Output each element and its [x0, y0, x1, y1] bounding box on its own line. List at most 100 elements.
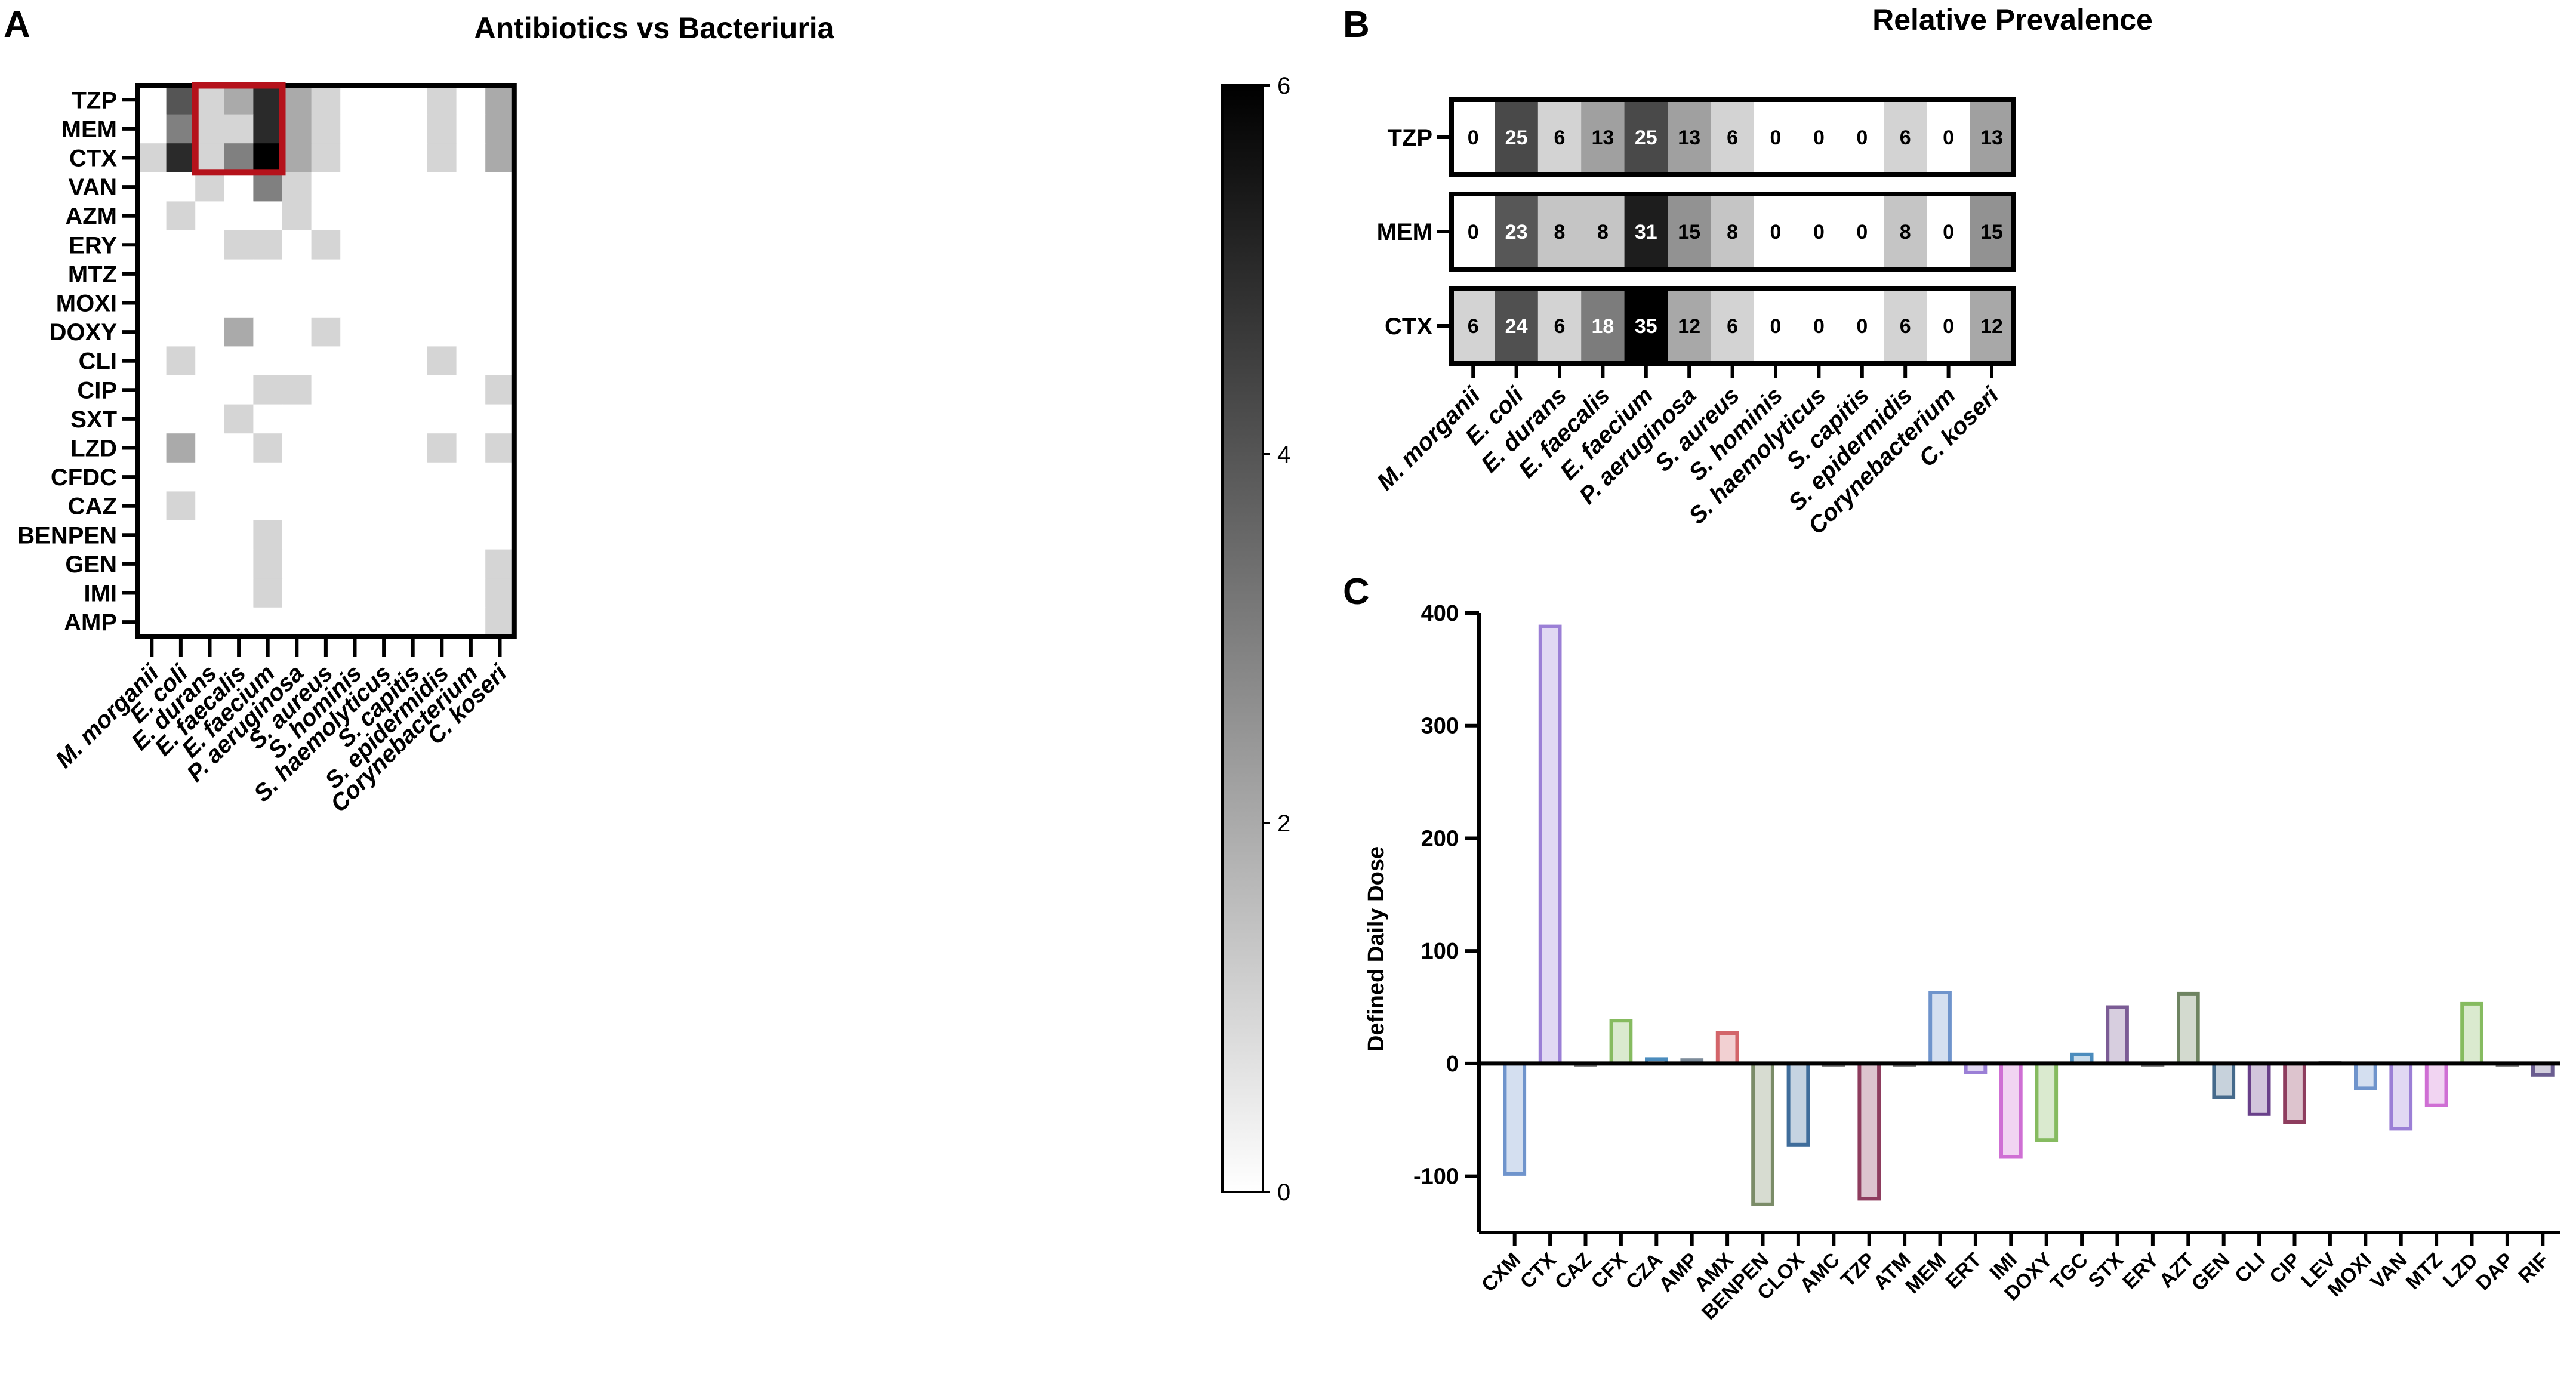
heatmap-cell-lzd-e-durans	[195, 433, 225, 463]
b-cell-ctx-s-epidermidis	[1884, 288, 1927, 363]
c-xtick-label-cxm: CXM	[1477, 1249, 1525, 1296]
heatmap-cell-cfdc-e-coli	[166, 462, 196, 492]
b-cell-ctx-p-aeruginosa	[1668, 288, 1711, 363]
bar-cfx	[1609, 1019, 1633, 1065]
heatmap-cell-cli-s-hominis	[340, 346, 370, 376]
c-xtick-label-caz: CAZ	[1551, 1249, 1596, 1294]
heatmap-cell-imi-corynebacterium	[456, 578, 486, 608]
bar-benpen	[1751, 1061, 1774, 1206]
heatmap-cell-lzd-s-epidermidis	[427, 433, 457, 463]
heatmap-cell-van-s-hominis	[340, 172, 370, 202]
b-cell-tzp-c-koseri	[1970, 100, 2014, 175]
heatmap-cell-mem-e-coli	[166, 114, 196, 144]
b-cell-value: 15	[1678, 221, 1700, 244]
heatmap-cell-amp-s-aureus	[311, 607, 341, 637]
b-cell-mem-e-durans	[1537, 194, 1582, 269]
heatmap-cell-sxt-e-faecalis	[224, 404, 254, 434]
heatmap-cell-sxt-s-hominis	[340, 404, 370, 434]
panel-c-bars	[1479, 624, 2560, 1206]
b-cell-value: 12	[1678, 315, 1700, 338]
heatmap-cell-tzp-p-aeruginosa	[282, 85, 312, 115]
heatmap-cell-caz-p-aeruginosa	[282, 491, 312, 521]
heatmap-cell-caz-s-capitis	[398, 491, 428, 521]
heatmap-cell-lzd-e-faecium	[253, 433, 283, 463]
heatmap-cell-caz-s-haemolyticus	[369, 491, 399, 521]
colorbar-tick-label: 6	[1277, 73, 1290, 99]
heatmap-cell-caz-e-faecalis	[224, 491, 254, 521]
heatmap-cell-doxy-e-durans	[195, 317, 225, 347]
a-ytick-label-van: VAN	[69, 174, 117, 201]
heatmap-cell-tzp-s-epidermidis	[427, 85, 457, 115]
heatmap-cell-amp-s-haemolyticus	[369, 607, 399, 637]
c-xtick-label-dap: DAP	[2472, 1249, 2518, 1295]
heatmap-cell-cli-s-capitis	[398, 346, 428, 376]
heatmap-cell-cip-p-aeruginosa	[282, 375, 312, 405]
b-cell-ctx-e-faecium	[1624, 288, 1668, 363]
highlight-box	[192, 82, 286, 176]
heatmap-cell-sxt-s-epidermidis	[427, 404, 457, 434]
heatmap-cell-imi-c-koseri	[485, 578, 515, 608]
b-cell-value: 18	[1591, 315, 1614, 338]
heatmap-cell-tzp-s-aureus	[311, 85, 341, 115]
heatmap-cell-caz-m-morganii	[137, 491, 167, 521]
heatmap-cell-azm-s-aureus	[311, 201, 341, 231]
c-xtick-label-cza: CZA	[1622, 1249, 1667, 1294]
heatmap-cell-cfdc-e-faecalis	[224, 462, 254, 492]
heatmap-cell-moxi-s-epidermidis	[427, 288, 457, 318]
heatmap-cell-sxt-e-durans	[195, 404, 225, 434]
heatmap-cell-mtz-e-faecalis	[224, 259, 254, 289]
heatmap-cell-ctx-corynebacterium	[456, 143, 486, 173]
heatmap-cell-mem-s-epidermidis	[427, 114, 457, 144]
heatmap-cell-mtz-c-koseri	[485, 259, 515, 289]
panel-a-cells	[137, 85, 515, 637]
b-cell-value: 0	[1813, 127, 1825, 149]
heatmap-cell-lzd-corynebacterium	[456, 433, 486, 463]
b-cell-value: 23	[1505, 221, 1528, 244]
heatmap-cell-tzp-s-hominis	[340, 85, 370, 115]
b-cell-value: 12	[1980, 315, 2003, 338]
heatmap-cell-ery-corynebacterium	[456, 230, 486, 260]
heatmap-cell-amp-e-durans	[195, 607, 225, 637]
b-cell-value: 0	[1856, 315, 1868, 338]
bar-azt	[2177, 991, 2200, 1065]
colorbar: 0 2 4 6	[1221, 73, 1290, 1206]
heatmap-cell-lzd-p-aeruginosa	[282, 433, 312, 463]
b-ytick-label-ctx: CTX	[1385, 313, 1432, 340]
heatmap-cell-lzd-s-capitis	[398, 433, 428, 463]
heatmap-cell-imi-e-faecium	[253, 578, 283, 608]
heatmap-cell-sxt-s-capitis	[398, 404, 428, 434]
b-cell-tzp-s-hominis	[1754, 100, 1798, 175]
panel-c-axes: -100 0 100 200 300 400	[1413, 601, 2560, 1234]
bar-moxi	[2354, 1061, 2377, 1090]
heatmap-cell-mtz-m-morganii	[137, 259, 167, 289]
bar-cip	[2283, 1061, 2306, 1124]
b-row-ctx: 6 24 6 18 35 12 6 0 0 0 6 0 12 CTX	[1385, 286, 2016, 366]
a-ytick-label-cfdc: CFDC	[51, 464, 117, 491]
heatmap-cell-ery-p-aeruginosa	[282, 230, 312, 260]
b-cell-value: 13	[1980, 127, 2003, 149]
heatmap-cell-gen-s-haemolyticus	[369, 549, 399, 579]
bar-mtz	[2424, 1061, 2448, 1107]
b-cell-value: 6	[1468, 315, 1479, 338]
a-ytick-label-lzd: LZD	[70, 436, 117, 462]
colorbar-tick-label: 0	[1277, 1179, 1290, 1206]
heatmap-cell-van-corynebacterium	[456, 172, 486, 202]
heatmap-cell-doxy-e-faecium	[253, 317, 283, 347]
heatmap-cell-benpen-p-aeruginosa	[282, 520, 312, 550]
c-xtick-label-tgc: TGC	[2046, 1249, 2093, 1295]
heatmap-cell-amp-s-epidermidis	[427, 607, 457, 637]
panel-b-letter: B	[1343, 4, 1370, 45]
heatmap-cell-gen-e-faecium	[253, 549, 283, 579]
heatmap-cell-lzd-e-coli	[166, 433, 196, 463]
heatmap-cell-cli-corynebacterium	[456, 346, 486, 376]
heatmap-cell-caz-s-aureus	[311, 491, 341, 521]
c-xtick-label-cip: CIP	[2265, 1249, 2305, 1289]
c-ytick-label: 400	[1421, 601, 1459, 626]
b-cell-tzp-m-morganii	[1452, 100, 1495, 175]
heatmap-cell-sxt-m-morganii	[137, 404, 167, 434]
heatmap-cell-gen-c-koseri	[485, 549, 515, 579]
heatmap-cell-van-e-faecium	[253, 172, 283, 202]
b-cell-ctx-s-haemolyticus	[1797, 288, 1841, 363]
heatmap-cell-doxy-c-koseri	[485, 317, 515, 347]
